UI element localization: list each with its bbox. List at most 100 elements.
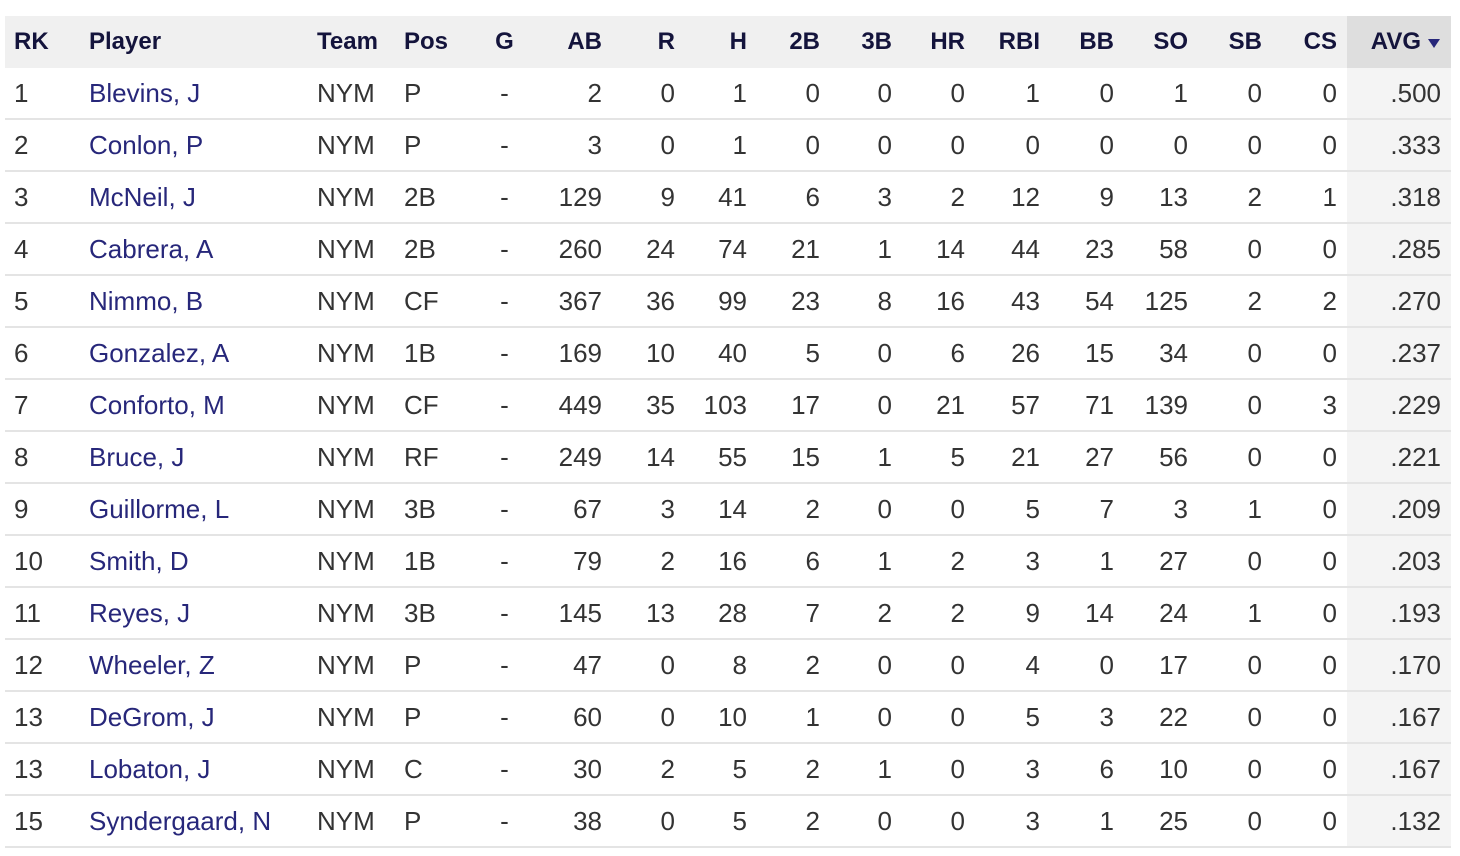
table-cell: 0 [1198,639,1272,692]
column-header[interactable]: Team [308,16,395,68]
column-header[interactable]: R [612,16,685,68]
player-link[interactable]: DeGrom, J [89,701,215,732]
cell-text: 74 [718,233,747,264]
cell-text: .318 [1390,181,1441,212]
player-link[interactable]: McNeil, J [89,181,196,212]
column-header[interactable]: Pos [395,16,470,68]
player-link[interactable]: Reyes, J [89,597,191,628]
table-cell: 2 [612,743,685,796]
cell-text: 57 [1011,389,1040,420]
player-link[interactable]: Conlon, P [89,129,204,160]
table-cell: - [470,68,540,120]
player-link[interactable]: Smith, D [89,545,189,576]
cell-text: C [404,753,423,784]
column-header[interactable]: BB [1050,16,1124,68]
table-cell: 0 [612,68,685,120]
column-header[interactable]: H [685,16,757,68]
player-link[interactable]: Cabrera, A [89,233,214,264]
table-cell: 7 [1050,483,1124,536]
table-cell: 27 [1124,535,1198,588]
table-cell: 0 [902,483,975,536]
table-cell: 7 [5,379,80,432]
header-label: Pos [404,28,449,55]
table-cell: 15 [757,431,830,484]
cell-text: 3 [14,181,29,212]
table-cell: 56 [1124,431,1198,484]
table-cell: P [395,795,470,848]
cell-text: P [404,701,422,732]
player-link[interactable]: Gonzalez, A [89,337,230,368]
column-header[interactable]: CS [1272,16,1347,68]
table-cell: 11 [5,587,80,640]
column-header[interactable]: AVG [1347,16,1451,68]
cell-text: 1 [1025,77,1040,108]
column-header[interactable]: G [470,16,540,68]
cell-text: 0 [877,77,892,108]
cell-text: 0 [1173,129,1188,160]
table-cell: 8 [5,431,80,484]
cell-text: 0 [950,77,965,108]
table-cell: 13 [5,691,80,744]
table-cell: .167 [1347,743,1451,796]
cell-text: 1 [877,545,892,576]
table-cell: 47 [540,639,612,692]
cell-text: - [500,181,509,212]
column-header[interactable]: SB [1198,16,1272,68]
cell-text: 2 [877,597,892,628]
cell-text: 0 [950,805,965,836]
cell-text: 23 [791,285,820,316]
table-cell: 1 [1050,535,1124,588]
cell-text: 12 [1011,181,1040,212]
cell-text: 2 [805,493,820,524]
column-header[interactable]: Player [80,16,308,68]
column-header[interactable]: RBI [975,16,1050,68]
player-link[interactable]: Guillorme, L [89,493,230,524]
header-label: HR [930,28,965,55]
table-cell: 0 [1198,431,1272,484]
table-cell: 99 [685,275,757,328]
cell-text: 169 [558,337,602,368]
table-cell: 1 [1272,171,1347,224]
player-link[interactable]: Nimmo, B [89,285,204,316]
cell-text: NYM [317,649,375,680]
table-cell: 0 [1272,691,1347,744]
header-label: CS [1303,28,1337,55]
column-header[interactable]: HR [902,16,975,68]
table-cell: - [470,691,540,744]
player-link[interactable]: Conforto, M [89,389,225,420]
column-header[interactable]: 3B [830,16,902,68]
table-cell: - [470,795,540,848]
header-label: RK [14,28,49,55]
table-cell: 0 [902,639,975,692]
table-cell: 21 [975,431,1050,484]
cell-text: 0 [877,701,892,732]
column-header[interactable]: SO [1124,16,1198,68]
table-cell: 2 [830,587,902,640]
table-cell: 139 [1124,379,1198,432]
sort-icon [1428,38,1440,48]
column-header[interactable]: RK [5,16,80,68]
table-cell: 74 [685,223,757,276]
table-cell: 1B [395,535,470,588]
cell-text: 28 [718,597,747,628]
cell-text: 0 [1322,77,1337,108]
header-label: Player [89,28,162,55]
cell-text: RF [404,441,439,472]
player-link[interactable]: Wheeler, Z [89,649,215,680]
table-cell: 2 [1198,171,1272,224]
table-cell: 0 [830,119,902,172]
table-cell: 14 [612,431,685,484]
player-link[interactable]: Bruce, J [89,441,185,472]
column-header[interactable]: AB [540,16,612,68]
table-cell: 0 [902,68,975,120]
player-link[interactable]: Syndergaard, N [89,805,272,836]
player-link[interactable]: Lobaton, J [89,753,211,784]
cell-text: - [500,701,509,732]
cell-text: 0 [1322,337,1337,368]
column-header[interactable]: 2B [757,16,830,68]
table-cell: 0 [1272,483,1347,536]
player-link[interactable]: Blevins, J [89,77,201,108]
cell-text: NYM [317,701,375,732]
table-cell: 3 [612,483,685,536]
table-cell: 2B [395,223,470,276]
